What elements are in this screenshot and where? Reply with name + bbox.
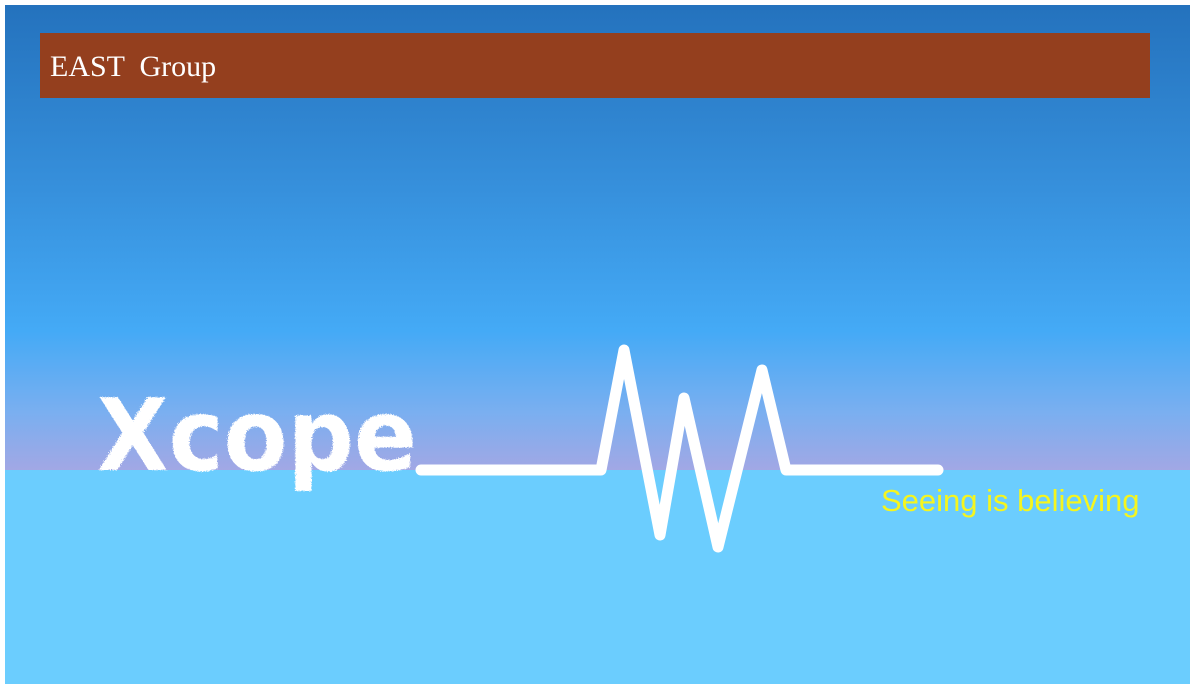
heartbeat-pulse-icon (415, 344, 944, 553)
lower-band (5, 470, 1190, 684)
logo-tagline: Seeing is believing (881, 483, 1140, 518)
logo-wordmark: Xcope (97, 377, 417, 494)
header-title: EAST Group (50, 50, 217, 83)
header-bar: EAST Group (40, 33, 1150, 98)
slide-canvas: EAST Group Xcope Seeing is believing (5, 5, 1190, 684)
xcope-logo: Xcope (97, 344, 944, 553)
